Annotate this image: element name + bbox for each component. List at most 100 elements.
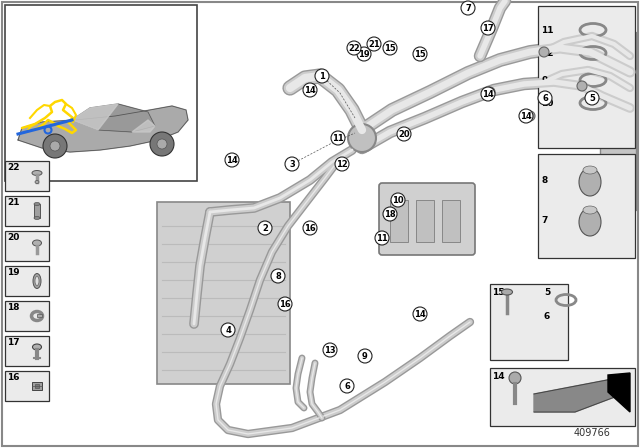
Circle shape	[481, 21, 495, 35]
Text: 5: 5	[589, 94, 595, 103]
Circle shape	[225, 153, 239, 167]
FancyBboxPatch shape	[379, 183, 475, 255]
Circle shape	[315, 69, 329, 83]
Ellipse shape	[34, 216, 40, 220]
Text: 21: 21	[7, 198, 19, 207]
Text: 17: 17	[482, 23, 494, 33]
Ellipse shape	[502, 289, 513, 295]
Circle shape	[413, 47, 427, 61]
Text: 1: 1	[319, 72, 325, 81]
Circle shape	[375, 231, 389, 245]
Bar	[5, 5, 197, 181]
Ellipse shape	[579, 168, 601, 196]
Ellipse shape	[33, 273, 41, 289]
Circle shape	[285, 157, 299, 171]
Polygon shape	[18, 106, 188, 152]
Circle shape	[383, 207, 397, 221]
Text: 11: 11	[376, 233, 388, 242]
Bar	[442, 200, 460, 242]
Circle shape	[358, 349, 372, 363]
Circle shape	[331, 131, 345, 145]
Text: 14: 14	[482, 90, 494, 99]
Text: 7: 7	[465, 4, 471, 13]
Circle shape	[50, 141, 60, 151]
Circle shape	[391, 193, 405, 207]
Text: 14: 14	[304, 86, 316, 95]
Text: 19: 19	[358, 49, 370, 59]
Circle shape	[525, 111, 535, 121]
Circle shape	[485, 87, 495, 97]
Bar	[416, 200, 434, 242]
Text: 8: 8	[275, 271, 281, 280]
Text: 10: 10	[392, 195, 404, 204]
Bar	[5, 196, 49, 226]
Polygon shape	[608, 373, 630, 412]
Polygon shape	[132, 120, 155, 132]
Text: 12: 12	[541, 48, 554, 57]
Bar	[35, 384, 39, 388]
Bar	[34, 204, 40, 218]
Circle shape	[348, 124, 376, 152]
Bar	[600, 32, 636, 210]
Circle shape	[323, 343, 337, 357]
Text: 20: 20	[7, 233, 19, 242]
Bar	[157, 202, 290, 384]
Bar	[5, 371, 49, 401]
Ellipse shape	[35, 181, 39, 184]
Text: 12: 12	[336, 159, 348, 168]
Ellipse shape	[583, 166, 597, 174]
Ellipse shape	[34, 202, 40, 206]
Text: 409766: 409766	[573, 428, 611, 438]
Bar	[490, 368, 635, 426]
Text: 3: 3	[289, 159, 295, 168]
Circle shape	[357, 47, 371, 61]
Text: 6: 6	[344, 382, 350, 391]
Bar	[490, 284, 568, 360]
Ellipse shape	[33, 344, 42, 350]
Bar	[5, 336, 49, 366]
Circle shape	[43, 134, 67, 158]
Circle shape	[509, 372, 521, 384]
Bar	[5, 231, 49, 261]
Text: 7: 7	[541, 215, 547, 224]
Circle shape	[539, 47, 549, 57]
Circle shape	[481, 87, 495, 101]
Text: 14: 14	[226, 155, 238, 164]
Circle shape	[413, 307, 427, 321]
Circle shape	[461, 1, 475, 15]
Text: 14: 14	[492, 372, 504, 381]
Ellipse shape	[35, 276, 39, 285]
Text: 13: 13	[324, 345, 336, 354]
Text: 8: 8	[541, 176, 547, 185]
Text: 15: 15	[384, 43, 396, 52]
Circle shape	[278, 297, 292, 311]
Circle shape	[150, 132, 174, 156]
Ellipse shape	[583, 206, 597, 214]
Text: 10: 10	[541, 99, 554, 108]
Circle shape	[519, 109, 533, 123]
Circle shape	[577, 81, 587, 91]
Text: 22: 22	[348, 43, 360, 52]
Text: 22: 22	[7, 163, 19, 172]
Circle shape	[367, 37, 381, 51]
Bar	[32, 382, 42, 390]
Bar	[5, 301, 49, 331]
Circle shape	[303, 83, 317, 97]
Text: 17: 17	[7, 338, 20, 347]
Text: 6: 6	[544, 312, 550, 321]
Circle shape	[585, 91, 599, 105]
Bar	[538, 154, 635, 258]
Circle shape	[258, 221, 272, 235]
Bar	[390, 200, 408, 242]
Circle shape	[303, 221, 317, 235]
Text: 6: 6	[542, 94, 548, 103]
Circle shape	[221, 323, 235, 337]
Circle shape	[335, 157, 349, 171]
Circle shape	[340, 379, 354, 393]
Text: 16: 16	[304, 224, 316, 233]
Text: 20: 20	[398, 129, 410, 138]
Text: 11: 11	[541, 26, 554, 34]
Circle shape	[397, 127, 411, 141]
Polygon shape	[534, 376, 628, 412]
Polygon shape	[72, 104, 118, 130]
